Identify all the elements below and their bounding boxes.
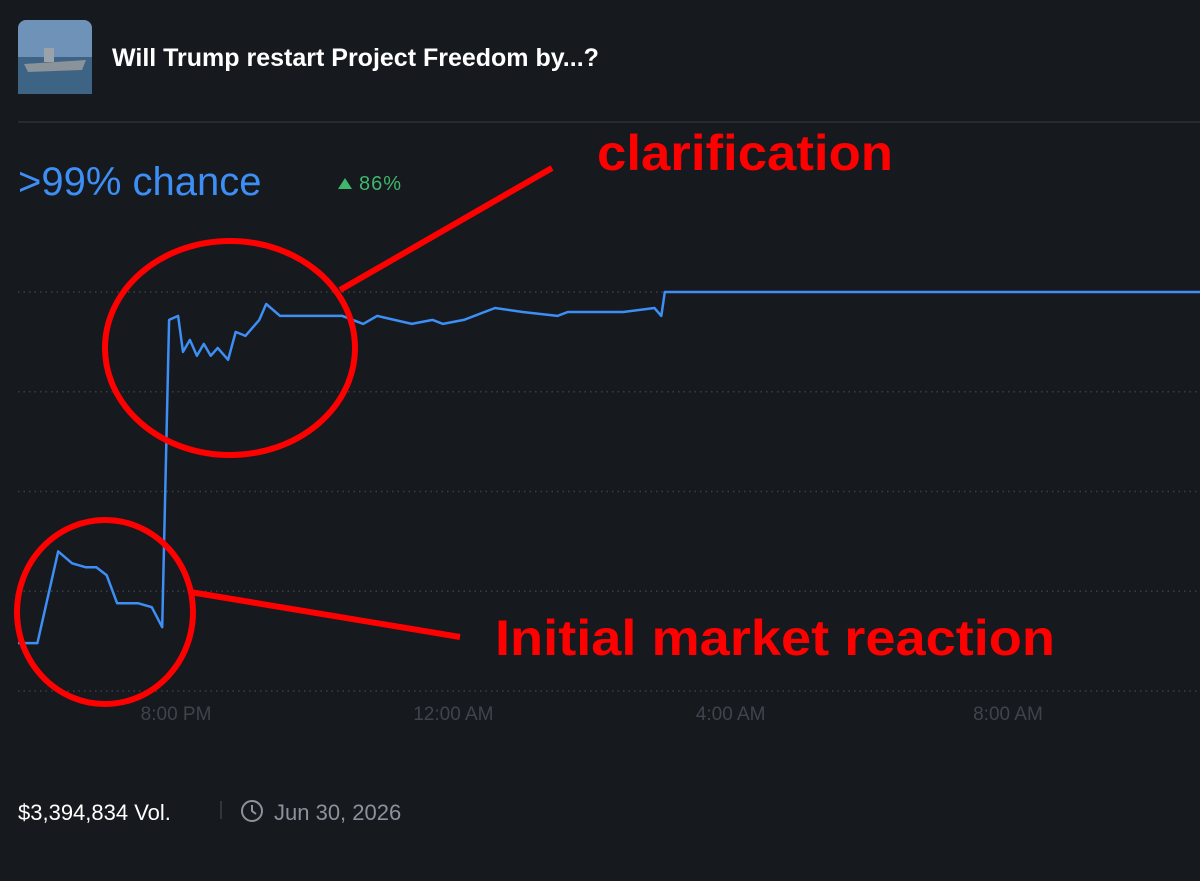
up-arrow (338, 178, 352, 189)
market-title[interactable]: Will Trump restart Project Freedom by...… (112, 44, 599, 72)
x-tick-label: 4:00 AM (696, 704, 766, 725)
thumbnail-ship-tower (44, 48, 54, 62)
annotation-text: Initial market reaction (495, 610, 1055, 666)
annotation-marks (14, 165, 554, 707)
x-tick-label: 12:00 AM (413, 704, 493, 725)
annotation-arrow (338, 165, 554, 293)
chart: 8:00 PM 12:00 AM 4:00 AM 8:00 AM (18, 290, 1200, 725)
end-date: Jun 30, 2026 (274, 800, 401, 825)
price-line (18, 290, 1200, 645)
annotation-circle (14, 517, 196, 707)
annotation-circle (102, 238, 358, 458)
thumbnail[interactable] (18, 20, 92, 94)
annotation-arrow (189, 589, 461, 640)
clock-face (241, 800, 263, 822)
x-tick-label: 8:00 AM (973, 704, 1043, 725)
clock-hands (251, 805, 257, 815)
volume: $3,394,834 Vol. (18, 800, 171, 825)
clock-icon (241, 800, 263, 822)
x-tick-label: 8:00 PM (141, 704, 212, 725)
thumbnail-ship (24, 60, 86, 72)
change: 86% (359, 173, 402, 195)
annotation-text: clarification (597, 125, 893, 181)
chance: >99% chance (18, 160, 262, 204)
